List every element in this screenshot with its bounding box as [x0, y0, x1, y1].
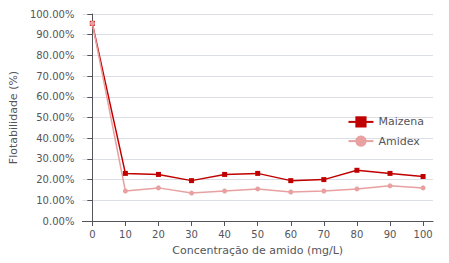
svg-text:60.00%: 60.00%: [36, 91, 74, 102]
svg-text:10.00%: 10.00%: [36, 195, 74, 206]
svg-text:Flotabilidade (%): Flotabilidade (%): [7, 71, 20, 164]
svg-text:50: 50: [251, 229, 264, 240]
svg-text:Concentração de amido (mg/L): Concentração de amido (mg/L): [172, 244, 343, 257]
svg-text:60: 60: [284, 229, 297, 240]
svg-text:90: 90: [384, 229, 397, 240]
svg-text:0.00%: 0.00%: [43, 216, 75, 227]
svg-text:Amidex: Amidex: [378, 135, 420, 148]
svg-text:80: 80: [351, 229, 364, 240]
svg-text:100.00%: 100.00%: [30, 9, 75, 20]
svg-text:40.00%: 40.00%: [36, 133, 74, 144]
svg-text:70: 70: [317, 229, 330, 240]
svg-text:30.00%: 30.00%: [36, 153, 74, 164]
svg-text:10: 10: [119, 229, 132, 240]
svg-text:40: 40: [218, 229, 231, 240]
svg-text:0: 0: [89, 229, 95, 240]
svg-text:20: 20: [152, 229, 165, 240]
svg-text:100: 100: [414, 229, 433, 240]
svg-text:30: 30: [185, 229, 198, 240]
svg-text:90.00%: 90.00%: [36, 29, 74, 40]
svg-text:Maizena: Maizena: [378, 115, 424, 128]
svg-text:50.00%: 50.00%: [36, 112, 74, 123]
svg-text:20.00%: 20.00%: [36, 174, 74, 185]
svg-text:80.00%: 80.00%: [36, 50, 74, 61]
svg-text:70.00%: 70.00%: [36, 71, 74, 82]
